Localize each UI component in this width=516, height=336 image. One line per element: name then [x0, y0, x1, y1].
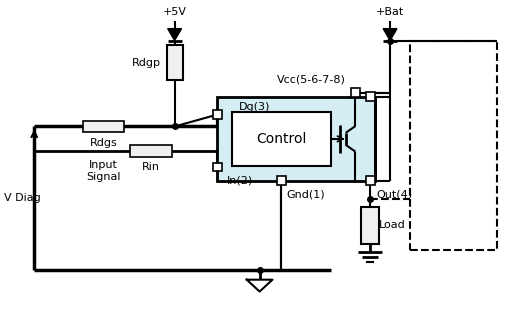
Polygon shape	[247, 280, 272, 292]
Bar	[130, 145, 172, 157]
Text: Control: Control	[256, 132, 307, 146]
Polygon shape	[168, 29, 182, 41]
Text: Rdgp: Rdgp	[132, 58, 161, 68]
Bar	[366, 92, 375, 101]
Text: V Diag: V Diag	[4, 193, 41, 203]
Bar	[232, 112, 331, 166]
Text: Load: Load	[379, 220, 406, 230]
Text: Rin: Rin	[142, 162, 160, 172]
Bar	[366, 176, 375, 185]
Text: Input
Signal: Input Signal	[86, 160, 121, 182]
Text: +Bat: +Bat	[376, 7, 404, 17]
Bar	[213, 110, 221, 119]
Text: Gnd(1): Gnd(1)	[286, 190, 325, 200]
Text: Dg(3): Dg(3)	[239, 102, 270, 112]
Text: Out(4): Out(4)	[376, 190, 412, 200]
Bar	[167, 45, 183, 80]
Bar	[361, 207, 379, 244]
Bar	[213, 163, 221, 171]
Bar	[217, 97, 375, 181]
Text: Rdgs: Rdgs	[90, 138, 117, 148]
Bar	[410, 41, 497, 250]
Text: Vcc(5-6-7-8): Vcc(5-6-7-8)	[277, 74, 346, 84]
Text: In(2): In(2)	[227, 176, 253, 186]
Text: +5V: +5V	[163, 7, 187, 17]
Polygon shape	[383, 29, 397, 41]
Bar	[277, 176, 286, 185]
Bar	[351, 88, 360, 97]
Bar	[83, 121, 124, 132]
